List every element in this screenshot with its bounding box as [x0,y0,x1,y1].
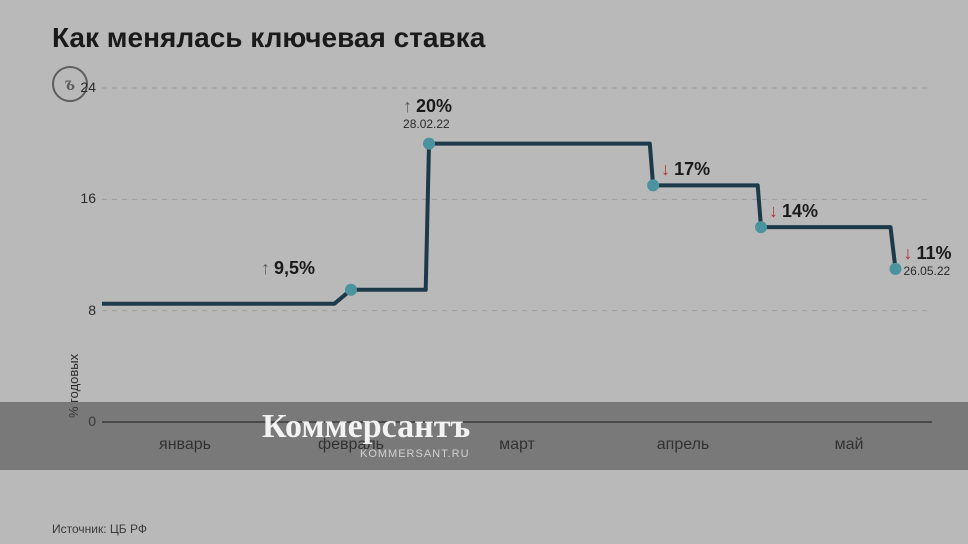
point-annotation: ↓14% [769,201,818,222]
point-annotation: ↓11%26.05.22 [903,243,951,278]
point-annotation: ↑9,5% [261,258,315,279]
point-annotation: ↓17% [661,159,710,180]
y-tick-label: 16 [56,190,96,206]
chart-title: Как менялась ключевая ставка [52,22,485,54]
y-tick-label: 8 [56,302,96,318]
point-annotation: ↑20%28.02.22 [403,96,452,131]
y-tick-label: 24 [56,79,96,95]
watermark-band: Коммерсантъ KOMMERSANT.RU [0,402,968,470]
watermark-url: KOMMERSANT.RU [360,448,470,460]
watermark-brand: Коммерсантъ [262,408,470,446]
chart-source: Источник: ЦБ РФ [52,522,147,536]
